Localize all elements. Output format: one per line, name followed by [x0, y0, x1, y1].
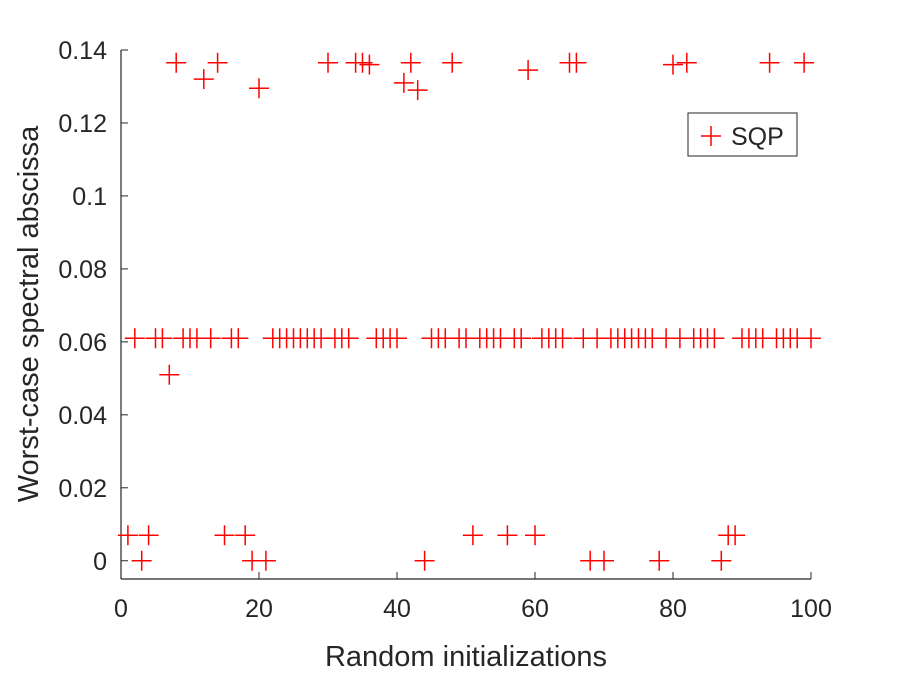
data-point-marker	[255, 550, 276, 571]
x-tick-label: 100	[790, 595, 832, 623]
data-point-marker	[207, 52, 228, 73]
data-point-marker	[138, 525, 159, 546]
data-point-marker	[152, 328, 173, 349]
data-point-marker	[801, 328, 821, 349]
data-point-marker	[525, 525, 545, 546]
y-tick-label: 0	[93, 548, 107, 576]
y-tick-label: 0.04	[58, 402, 107, 430]
data-point-marker	[649, 550, 670, 571]
y-tick-label: 0.02	[58, 475, 107, 503]
data-point-marker	[235, 525, 256, 546]
y-tick-label: 0.1	[72, 183, 107, 211]
data-point-marker	[318, 52, 338, 73]
data-point-marker	[552, 328, 573, 349]
data-point-marker	[214, 525, 235, 546]
data-point-marker	[393, 72, 414, 93]
y-axis-label: Worst-case spectral abscissa	[13, 125, 45, 502]
data-point-marker	[511, 328, 532, 349]
data-point-marker	[359, 54, 380, 75]
data-point-marker	[414, 550, 435, 571]
data-point-marker	[794, 52, 815, 73]
data-point-marker	[338, 328, 359, 349]
data-point-marker	[166, 52, 187, 73]
legend-marker-icon	[701, 126, 721, 146]
data-point-marker	[497, 525, 518, 546]
data-point-marker	[124, 328, 145, 349]
x-tick-label: 40	[383, 595, 411, 623]
data-point-marker	[663, 54, 683, 75]
y-tick-label: 0.06	[58, 329, 107, 357]
axes	[120, 50, 811, 580]
data-point-marker	[676, 52, 697, 73]
data-point-marker	[594, 550, 614, 571]
y-tick-label: 0.08	[58, 256, 107, 284]
x-tick-label: 20	[245, 595, 273, 623]
data-point-marker	[131, 550, 152, 571]
data-point-marker	[249, 78, 269, 99]
data-markers	[117, 52, 821, 571]
data-point-marker	[518, 60, 539, 81]
data-point-marker	[566, 52, 587, 73]
data-point-marker	[200, 328, 221, 349]
x-tick-label: 0	[114, 595, 128, 623]
data-point-marker	[711, 550, 732, 571]
data-point-marker	[159, 364, 180, 385]
data-point-marker	[442, 52, 463, 73]
legend: SQP	[687, 112, 798, 157]
data-point-marker	[387, 328, 407, 349]
data-point-marker	[462, 525, 483, 546]
legend-entry-sqp: SQP	[731, 123, 784, 151]
data-point-marker	[228, 328, 249, 349]
data-point-marker	[704, 328, 725, 349]
data-point-marker	[759, 52, 780, 73]
legend-box	[687, 112, 798, 157]
y-tick-label: 0.12	[58, 110, 107, 138]
data-point-marker	[725, 525, 746, 546]
y-tick-label: 0.14	[58, 37, 107, 65]
tick-group: 0 20 40 60 80 100 0 0.02 0.04 0.06 0.08 0.1 0.12 0.14	[58, 37, 832, 623]
data-point-marker	[117, 525, 138, 546]
x-axis-label: Random initializations	[325, 641, 607, 673]
data-point-marker	[400, 52, 421, 73]
data-point-marker	[193, 69, 214, 90]
x-tick-label: 60	[521, 595, 549, 623]
x-tick-label: 80	[659, 595, 687, 623]
data-point-marker	[407, 80, 428, 101]
